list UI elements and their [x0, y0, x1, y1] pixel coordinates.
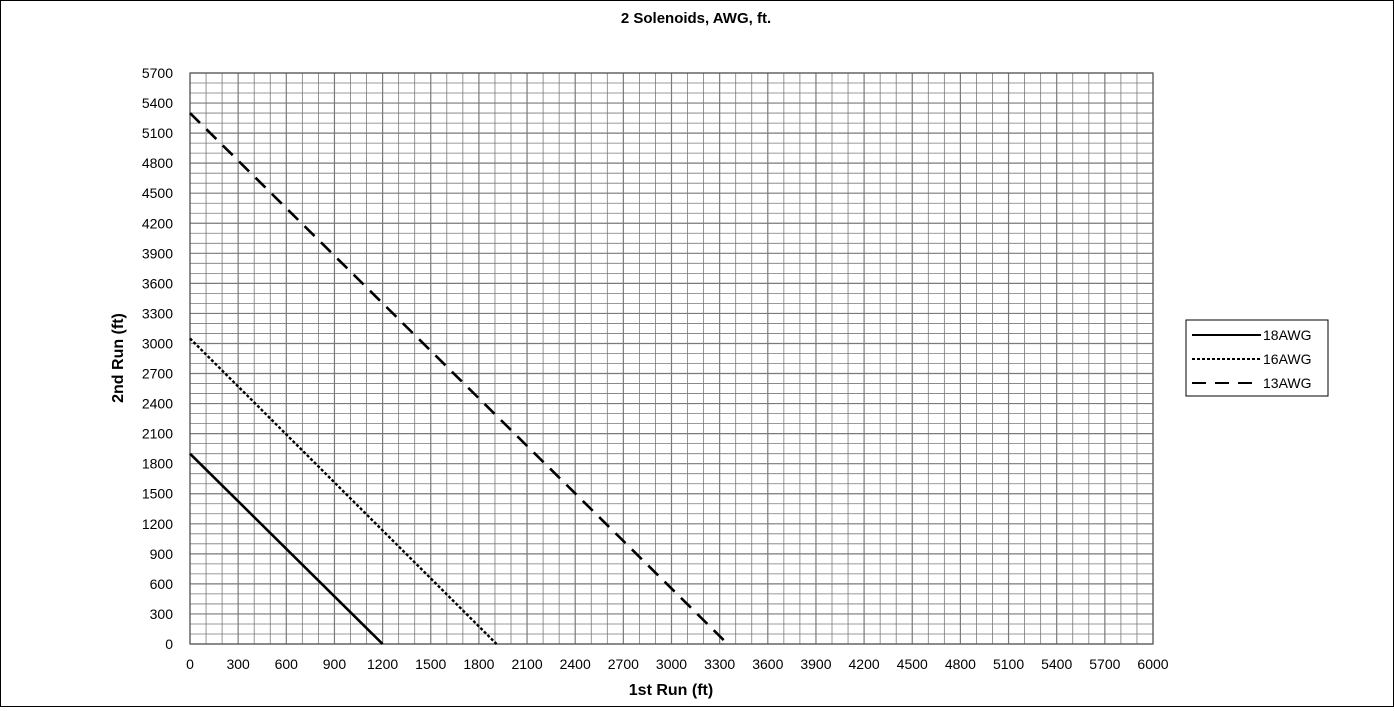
x-tick-label: 3000	[656, 656, 687, 672]
chart-title: 2 Solenoids, AWG, ft.	[621, 10, 771, 27]
y-tick-label: 3900	[142, 245, 173, 261]
y-tick-label: 2700	[142, 366, 173, 382]
legend-label-16awg: 16AWG	[1263, 351, 1312, 367]
legend-label-13awg: 13AWG	[1263, 375, 1312, 391]
y-tick-label: 0	[165, 636, 173, 652]
series-lines	[189, 112, 729, 645]
x-tick-label: 5400	[1041, 656, 1072, 672]
series-line-18awg	[189, 452, 384, 645]
x-tick-label: 5700	[1089, 656, 1120, 672]
y-tick-label: 3000	[142, 335, 173, 351]
x-tick-label: 6000	[1137, 656, 1168, 672]
x-tick-label: 3900	[800, 656, 831, 672]
legend: 18AWG 16AWG 13AWG	[1185, 319, 1329, 397]
y-axis-tick-labels: 0 300 600 900 1200 1500 1800 2100 2400 2700 3000 33…	[142, 65, 173, 652]
y-tick-label: 1500	[142, 486, 173, 502]
x-tick-label: 3300	[704, 656, 735, 672]
x-tick-label: 4500	[897, 656, 928, 672]
x-tick-label: 1800	[463, 656, 494, 672]
x-tick-label: 2400	[560, 656, 591, 672]
x-tick-label: 600	[275, 656, 299, 672]
x-tick-label: 1200	[367, 656, 398, 672]
y-tick-label: 2400	[142, 396, 173, 412]
x-tick-label: 900	[323, 656, 347, 672]
x-tick-label: 3600	[752, 656, 783, 672]
y-tick-label: 4800	[142, 155, 173, 171]
x-tick-label: 5100	[993, 656, 1024, 672]
plot-area-border	[189, 72, 1154, 645]
y-tick-label: 1800	[142, 456, 173, 472]
y-tick-label: 300	[150, 606, 174, 622]
major-grid	[189, 72, 1154, 645]
y-tick-label: 2100	[142, 426, 173, 442]
legend-label-18awg: 18AWG	[1263, 327, 1312, 343]
y-axis-label: 2nd Run (ft)	[110, 313, 127, 403]
y-tick-label: 4200	[142, 215, 173, 231]
y-tick-label: 1200	[142, 516, 173, 532]
y-tick-label: 3600	[142, 275, 173, 291]
x-tick-label: 4200	[849, 656, 880, 672]
series-line-13awg	[189, 112, 729, 645]
y-tick-label: 3300	[142, 305, 173, 321]
y-tick-label: 600	[150, 576, 174, 592]
x-tick-label: 2100	[511, 656, 542, 672]
series-line-16awg	[189, 337, 498, 645]
y-tick-label: 5700	[142, 65, 173, 81]
x-tick-label: 0	[186, 656, 194, 672]
x-axis-tick-labels: 0 300 600 900 1200 1500 1800 2100 2400 2700 3000 33…	[186, 656, 1169, 672]
y-tick-label: 900	[150, 546, 174, 562]
x-tick-label: 1500	[415, 656, 446, 672]
y-tick-label: 5400	[142, 95, 173, 111]
x-tick-label: 300	[226, 656, 250, 672]
y-tick-label: 5100	[142, 125, 173, 141]
y-tick-label: 4500	[142, 185, 173, 201]
x-axis-label: 1st Run (ft)	[629, 682, 713, 699]
x-tick-label: 2700	[608, 656, 639, 672]
x-tick-label: 4800	[945, 656, 976, 672]
